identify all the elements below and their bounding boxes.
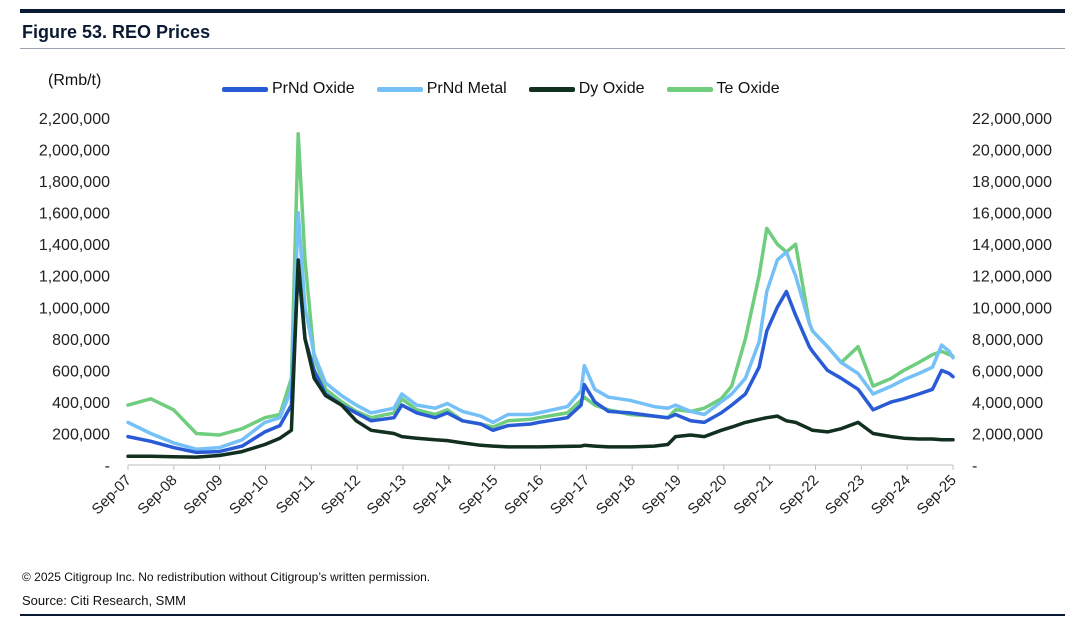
source-note: Source: Citi Research, SMM: [22, 593, 186, 608]
x-tick-label: Sep-21: [730, 472, 776, 518]
reo-price-chart: - 200,000 400,000 600,000 800,000 1,000,000 1,…: [39, 111, 1052, 518]
x-tick-label: Sep-18: [593, 472, 639, 518]
y-tick-label-right: 2,000,000: [972, 426, 1043, 443]
x-tick-label: Sep-20: [684, 472, 730, 518]
y-tick-label-left: -: [105, 458, 110, 475]
y-tick-label-right: 22,000,000: [972, 111, 1052, 128]
y-tick-label-right: 8,000,000: [972, 332, 1043, 349]
x-tick-label: Sep-16: [501, 472, 547, 518]
legend-swatch: [666, 86, 713, 92]
series-line-dy-oxide: [126, 258, 955, 459]
x-tick-label: Sep-08: [134, 472, 180, 518]
legend-item-prnd-metal: PrNd Metal: [376, 80, 507, 98]
y-tick-label-right: -: [972, 458, 977, 475]
y-tick-label-left: 1,400,000: [39, 237, 110, 254]
y-tick-label-left: 1,800,000: [39, 174, 110, 191]
x-tick-label: Sep-19: [639, 472, 685, 518]
legend-swatch: [222, 86, 268, 92]
y-tick-label-right: 10,000,000: [972, 300, 1052, 317]
top-rule: [20, 9, 1065, 13]
x-tick-label: Sep-17: [547, 472, 593, 518]
y-tick-label-right: 4,000,000: [972, 395, 1043, 412]
y-tick-label-left: 600,000: [52, 363, 110, 380]
legend-label: Dy Oxide: [578, 80, 645, 97]
y-tick-label-left: 1,600,000: [39, 206, 110, 223]
copyright-notice: © 2025 Citigroup Inc. No redistribution …: [22, 570, 431, 584]
x-tick-label: Sep-09: [180, 472, 226, 518]
x-tick-label: Sep-10: [226, 472, 272, 518]
y-tick-label-right: 20,000,000: [972, 143, 1052, 160]
x-tick-label: Sep-15: [455, 472, 501, 518]
y-tick-label-left: 2,000,000: [39, 143, 110, 160]
y-tick-label-right: 6,000,000: [972, 363, 1043, 380]
chart-legend: PrNd Oxide PrNd Metal Dy Oxide Te Oxide: [222, 80, 780, 98]
legend-swatch: [376, 86, 423, 92]
legend-label: Te Oxide: [716, 80, 780, 97]
x-tick-label: Sep-11: [273, 472, 318, 517]
title-rule: [20, 48, 1065, 49]
series-line-te-oxide: [126, 132, 955, 437]
y-tick-label-left: 1,000,000: [39, 300, 110, 317]
figure-title: Figure 53. REO Prices: [22, 22, 211, 42]
y-tick-label-left: 2,200,000: [39, 111, 110, 128]
legend-item-prnd-oxide: PrNd Oxide: [222, 80, 355, 98]
x-tick-label: Sep-13: [364, 472, 410, 518]
legend-swatch: [528, 86, 575, 92]
x-tick-label: Sep-12: [318, 472, 364, 518]
y-tick-label-left: 800,000: [52, 332, 110, 349]
legend-label: PrNd Metal: [426, 80, 507, 97]
x-tick-label: Sep-25: [914, 472, 960, 518]
y-tick-label-left: 200,000: [52, 426, 110, 443]
x-tick-label: Sep-24: [868, 472, 914, 518]
x-tick-label: Sep-07: [89, 472, 135, 518]
series-line-prnd-metal: [126, 210, 955, 451]
bottom-rule: [20, 614, 1065, 616]
y-tick-label-right: 14,000,000: [972, 237, 1052, 254]
legend-item-dy-oxide: Dy Oxide: [528, 80, 645, 98]
legend-label: PrNd Oxide: [272, 80, 355, 97]
y-tick-label-right: 18,000,000: [972, 174, 1052, 191]
y-tick-label-left: 400,000: [52, 395, 110, 412]
y-tick-label-right: 16,000,000: [972, 206, 1052, 223]
y-axis-unit-label: (Rmb/t): [48, 72, 102, 89]
y-tick-label-left: 1,200,000: [39, 269, 110, 286]
y-tick-label-right: 12,000,000: [972, 269, 1052, 286]
x-tick-label: Sep-23: [822, 472, 868, 518]
x-tick-label: Sep-14: [409, 472, 455, 518]
x-tick-label: Sep-22: [776, 472, 822, 518]
legend-item-te-oxide: Te Oxide: [666, 80, 780, 98]
